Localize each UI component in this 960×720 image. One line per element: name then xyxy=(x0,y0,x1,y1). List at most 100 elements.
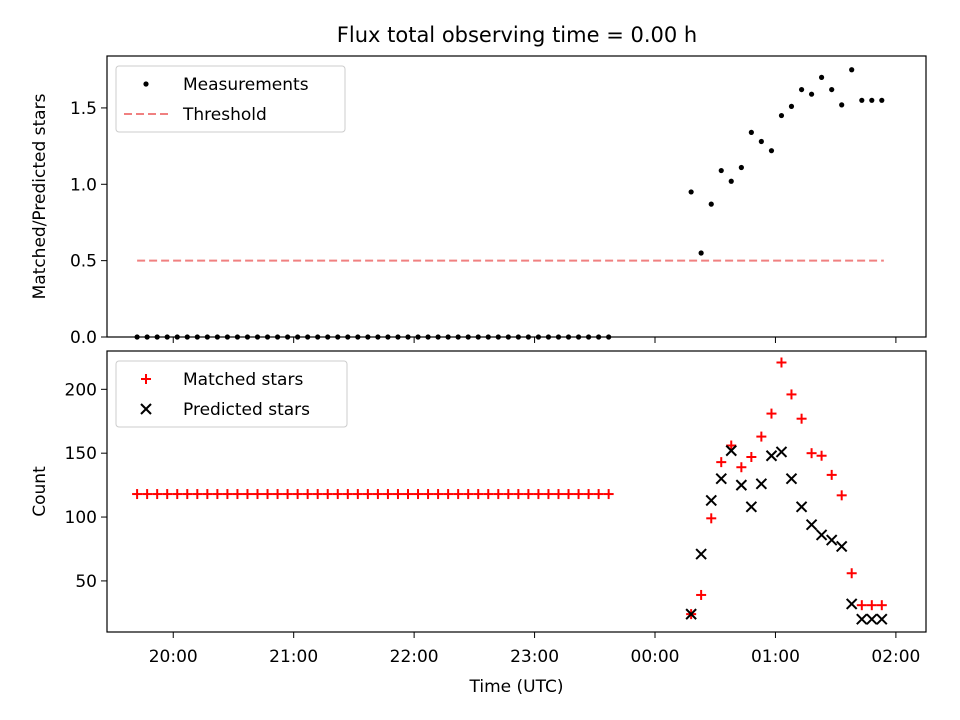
matched-point xyxy=(523,489,534,500)
bottom-xtick-label: 20:00 xyxy=(149,647,198,667)
top-ylabel: Matched/Predicted stars xyxy=(30,93,50,299)
predicted-point-b xyxy=(765,450,778,462)
matched-point xyxy=(503,489,514,500)
legend-matched-swatch xyxy=(141,374,151,384)
matched-point xyxy=(392,489,403,500)
bottom-ylabel: Count xyxy=(30,466,50,517)
bottom-ytick-label: 200 xyxy=(65,380,97,400)
top-legend-box xyxy=(115,65,346,133)
measurement-point xyxy=(849,67,855,73)
bottom-xtick-label: 01:00 xyxy=(751,647,800,667)
matched-point xyxy=(232,489,243,500)
predicted-point xyxy=(765,450,778,462)
bottom-xtick-label: 22:00 xyxy=(390,647,439,667)
matched-point xyxy=(603,489,614,500)
predicted-point xyxy=(815,529,828,541)
matched-point xyxy=(192,489,203,500)
measurement-point xyxy=(829,86,835,93)
predicted-point xyxy=(735,479,748,491)
matched-point xyxy=(252,489,263,500)
matched-point xyxy=(172,489,183,500)
matched-point xyxy=(382,489,393,500)
measurement-point xyxy=(748,129,754,135)
matched-point xyxy=(433,489,444,500)
matched-point xyxy=(513,489,524,500)
measurement-point xyxy=(778,112,785,119)
matched-point xyxy=(543,489,554,500)
matched-point xyxy=(272,489,283,500)
matched-point xyxy=(716,457,727,468)
bottom-legend-box xyxy=(115,360,348,428)
predicted-point xyxy=(745,501,758,513)
matched-point xyxy=(443,489,454,500)
matched-point xyxy=(706,513,717,524)
top-ytick-label: 0.5 xyxy=(70,252,97,272)
legend-predicted-swatch xyxy=(140,403,152,415)
matched-point xyxy=(212,489,223,500)
matched-point xyxy=(796,413,807,424)
bottom-ytick-label: 100 xyxy=(65,508,97,528)
predicted-point-b xyxy=(715,473,727,485)
measurement-point xyxy=(859,97,865,103)
measurement-point xyxy=(688,189,694,195)
legend-label: Predicted stars xyxy=(183,400,310,420)
matched-point xyxy=(473,489,484,500)
matched-point xyxy=(413,489,424,500)
matched-point xyxy=(142,489,153,500)
matched-point xyxy=(423,489,434,500)
matched-point xyxy=(756,431,767,442)
measurement-point xyxy=(839,102,845,108)
matched-point xyxy=(583,489,594,500)
matched-point xyxy=(372,489,383,500)
matched-point xyxy=(846,568,857,579)
predicted-point xyxy=(705,494,717,507)
legend-measurement-swatch xyxy=(143,81,149,87)
predicted-point xyxy=(805,519,818,531)
predicted-point-b xyxy=(745,501,758,513)
matched-point xyxy=(463,489,474,500)
matched-point xyxy=(453,489,464,500)
bottom-ytick-label: 50 xyxy=(75,572,97,592)
matched-point xyxy=(563,489,574,500)
predicted-point-b xyxy=(695,548,707,560)
predicted-point xyxy=(876,613,888,625)
measurement-point xyxy=(758,138,764,145)
predicted-point-b xyxy=(755,478,768,490)
predicted-point xyxy=(845,598,858,610)
matched-point xyxy=(322,489,333,500)
matched-point xyxy=(746,452,757,463)
predicted-point-b xyxy=(866,613,878,625)
bottom-xlabel: Time (UTC) xyxy=(469,677,564,697)
matched-point xyxy=(736,462,747,473)
measurement-point xyxy=(698,250,704,256)
matched-point xyxy=(202,489,213,500)
matched-point xyxy=(362,489,373,500)
matched-point xyxy=(132,489,143,500)
matched-point xyxy=(493,489,504,500)
measurement-point xyxy=(718,167,724,174)
predicted-point xyxy=(795,501,808,513)
matched-point xyxy=(573,489,584,500)
matched-point xyxy=(696,589,707,600)
matched-point xyxy=(786,389,797,400)
bottom-xtick-label: 00:00 xyxy=(631,647,680,667)
matched-point xyxy=(836,490,847,501)
predicted-point-b xyxy=(856,613,868,625)
bottom-xtick-label: 02:00 xyxy=(871,647,920,667)
predicted-point xyxy=(856,613,868,625)
matched-point xyxy=(806,448,817,459)
matched-point xyxy=(242,489,253,500)
top-legend: Measurements Threshold xyxy=(115,65,346,133)
predicted-point xyxy=(775,446,788,458)
matched-point xyxy=(352,489,363,500)
matched-point xyxy=(776,357,787,368)
matched-point xyxy=(182,489,193,500)
matched-point xyxy=(342,489,353,500)
matched-point xyxy=(282,489,293,500)
matched-point xyxy=(483,489,494,500)
predicted-point xyxy=(866,613,878,625)
matched-point xyxy=(152,489,163,500)
matched-point xyxy=(332,489,343,500)
bottom-axes-frame xyxy=(106,350,927,633)
